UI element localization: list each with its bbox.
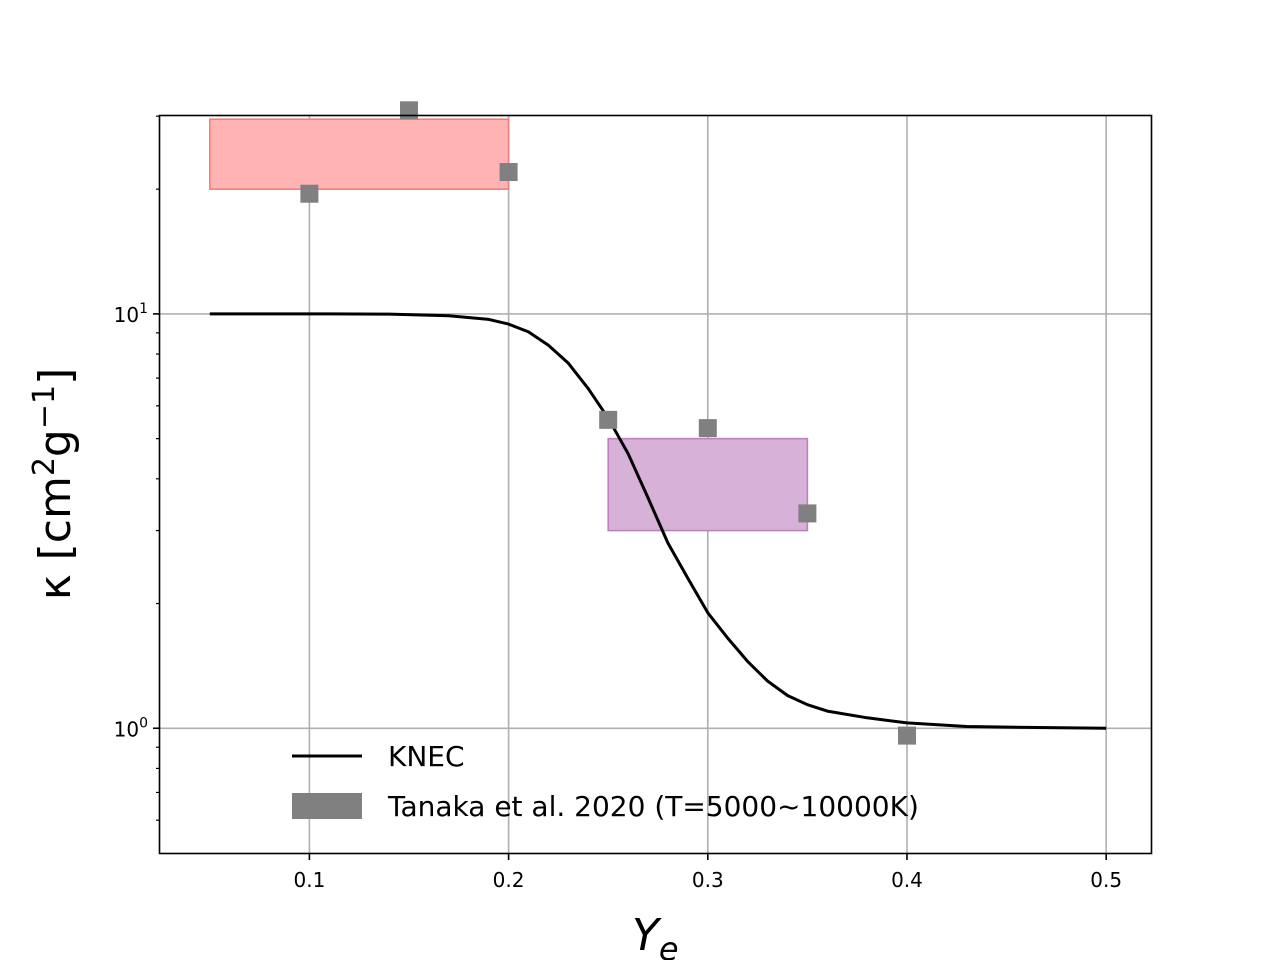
y-tick-label: 100 <box>114 715 148 741</box>
tanaka-points-layer <box>300 101 916 745</box>
legend-knec-label: KNEC <box>388 740 465 773</box>
x-tick-label: 0.2 <box>493 868 525 892</box>
x-tick-label: 0.5 <box>1090 868 1122 892</box>
band-2 <box>607 437 809 532</box>
tanaka-point <box>698 419 717 438</box>
opacity-bands <box>208 118 809 532</box>
x-tick-label: 0.4 <box>891 868 923 892</box>
legend-tanaka-label: Tanaka et al. 2020 (T=5000~10000K) <box>387 790 919 823</box>
tanaka-point <box>897 726 916 745</box>
knec-curve-layer <box>209 312 1107 730</box>
x-tick-label: 0.3 <box>692 868 724 892</box>
tanaka-point <box>599 410 618 429</box>
knec-line <box>209 312 1107 730</box>
axis-ticks: 0.1 0.2 0.3 0.4 0.5 100 101 <box>114 115 1122 892</box>
y-axis-label: κ [cm2g−1] <box>27 368 81 601</box>
band-1 <box>208 118 510 190</box>
y-tick-label: 101 <box>114 301 148 327</box>
plot-frame <box>158 114 1153 855</box>
legend: KNEC Tanaka et al. 2020 (T=5000~10000K) <box>292 740 919 823</box>
tanaka-point <box>499 163 518 182</box>
tanaka-point <box>399 101 418 120</box>
tanaka-point <box>300 184 319 203</box>
x-axis-label: Ye <box>632 910 679 960</box>
legend-tanaka-swatch <box>292 793 362 819</box>
x-tick-label: 0.1 <box>293 868 325 892</box>
tanaka-point <box>798 504 817 523</box>
